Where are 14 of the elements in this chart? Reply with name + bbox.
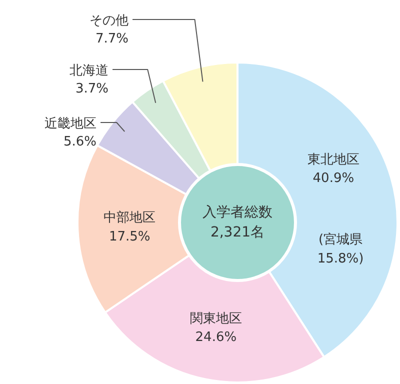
data-label: 17.5% xyxy=(108,229,150,244)
slice-label: 中部地区 xyxy=(104,210,156,226)
text: 入学者総数 2,321名 xyxy=(202,204,272,240)
slice-label: 北海道 xyxy=(70,64,108,78)
text: (宮城県 15.8%) xyxy=(317,232,364,266)
slice-label: 東北地区 xyxy=(307,152,360,168)
data-label: 5.6% xyxy=(63,134,97,150)
data-label: 3.7% xyxy=(75,82,109,96)
data-label: 40.9% xyxy=(312,171,354,186)
slice-label: 関東地区 xyxy=(190,311,242,326)
data-label: 7.7% xyxy=(95,32,129,46)
slice-label: 近畿地区 xyxy=(44,116,96,132)
slice-label: その他 xyxy=(90,14,128,28)
data-label: 24.6% xyxy=(195,330,237,346)
